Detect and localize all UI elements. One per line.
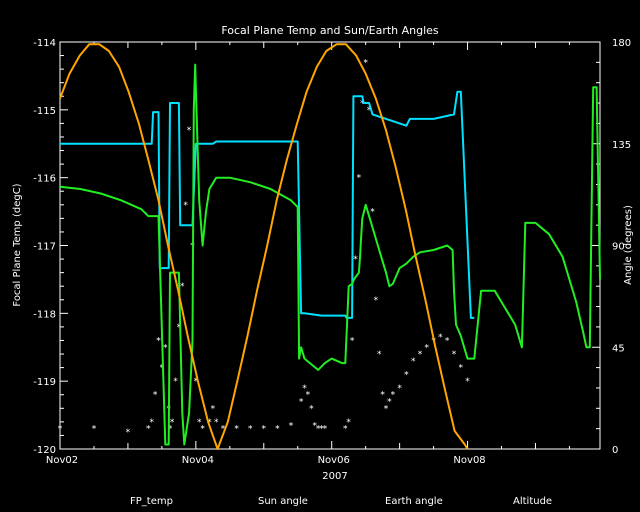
fp-temp-point: * [370,208,375,218]
fp-temp-point: * [200,425,205,435]
y-left-tick-label: -116 [33,174,56,185]
fp-temp-point: * [168,425,173,435]
fp-temp-point: * [306,391,311,401]
axis-ticks: Nov02 Nov04 Nov06 Nov08 -114 -115 -116 -117 -118… [33,38,631,466]
legend-earth-angle: Earth angle [385,496,443,507]
x-tick-label: Nov04 [182,455,214,466]
x-axis-label: 2007 [322,471,347,482]
fp-temp-point: * [183,201,188,211]
y-left-tick-label: -118 [33,309,56,320]
fp-temp-point: * [411,357,416,367]
legend-sun-angle: Sun angle [258,496,308,507]
fp-temp-point: * [374,296,379,306]
fp-temp-point: * [289,421,294,431]
fp-temp-point: * [357,174,362,184]
fp-temp-point: * [346,418,351,428]
fp-temp-point: * [146,425,151,435]
fp-temp-point: * [262,425,267,435]
series-line-sun-angle [60,90,475,319]
fp-temp-point: * [156,336,161,346]
fp-temp-point: * [187,126,192,136]
fp-temp-point: * [425,343,430,353]
fp-temp-point: * [459,364,464,374]
fp-temp-point: * [173,377,178,387]
legend-altitude: Altitude [513,496,552,507]
y-left-tick-label: -117 [33,242,56,253]
legend: FP_temp Sun angle Earth angle Altitude [130,496,552,507]
fp-temp-point: * [275,425,280,435]
y-left-tick-label: -114 [33,38,56,49]
legend-fp-temp: FP_temp [130,496,173,507]
y-axis-label-left: Focal Plane Temp (degC) [12,183,23,306]
fp-temp-point: * [319,425,324,435]
series-line-earth-angle [59,63,601,446]
fp-temp-point: * [153,391,158,401]
fp-temp-point: * [180,282,185,292]
y-right-tick-label: 45 [612,343,625,354]
fp-temp-point: * [211,404,216,414]
fp-temp-point: * [234,425,239,435]
fp-temp-point: * [465,377,470,387]
fp-temp-point: * [248,425,253,435]
fp-temp-point: * [177,323,182,333]
series-fp-temp: * * * * * * * * * * * * * * * * * * * * * * * * * * * * * * * * * * * * * * * *… [58,58,471,438]
fp-temp-point: * [404,370,409,380]
fp-temp-point: * [323,425,328,435]
fp-temp-point: * [299,398,304,408]
y-right-tick-label: 0 [612,445,618,456]
fp-temp-point: * [214,418,219,428]
plot-frame [59,41,601,450]
x-tick-label: Nov08 [453,455,485,466]
fp-temp-point: * [384,404,389,414]
fp-temp-point: * [360,99,365,109]
fp-temp-point: * [343,425,348,435]
fp-temp-point: * [194,377,199,387]
fp-temp-point: * [163,343,168,353]
fp-temp-point: * [418,350,423,360]
fp-temp-point: * [92,425,97,435]
fp-temp-point: * [377,350,382,360]
fp-temp-point: * [312,421,317,431]
fp-temp-point: * [221,425,226,435]
fp-temp-point: * [309,404,314,414]
fp-temp-point: * [367,106,372,116]
x-tick-label: Nov06 [318,455,350,466]
fp-temp-point: * [397,384,402,394]
fp-temp-point: * [126,428,131,438]
fp-temp-point: * [197,418,202,428]
series-line-altitude [59,43,469,450]
series-group: * * * * * * * * * * * * * * * * * * * * * * * * * * * * * * * * * * * * * * * *… [58,43,601,450]
y-right-tick-label: 90 [612,242,625,253]
y-axis-label-right: Angle (degrees) [623,205,634,285]
fp-temp-point: * [380,391,385,401]
y-right-tick-label: 180 [612,38,631,49]
fp-temp-point: * [316,425,321,435]
fp-temp-point: * [445,336,450,346]
y-left-tick-label: -120 [33,445,56,456]
fp-temp-point: * [170,418,175,428]
fp-temp-point: * [438,333,443,343]
y-left-tick-label: -119 [33,377,56,388]
y-right-tick-label: 135 [612,140,631,151]
fp-temp-point: * [387,398,392,408]
x-tick-label: Nov02 [46,455,78,466]
fp-temp-point: * [363,58,368,68]
fp-temp-point: * [207,418,212,428]
fp-temp-point: * [58,425,63,435]
fp-temp-point: * [350,336,355,346]
fp-temp-point: * [302,384,307,394]
chart-title: Focal Plane Temp and Sun/Earth Angles [221,24,439,37]
fp-temp-point: * [452,350,457,360]
y-left-tick-label: -115 [33,106,56,117]
fp-temp-point: * [391,391,396,401]
fp-temp-point: * [149,418,154,428]
fp-temp-point: * [353,255,358,265]
